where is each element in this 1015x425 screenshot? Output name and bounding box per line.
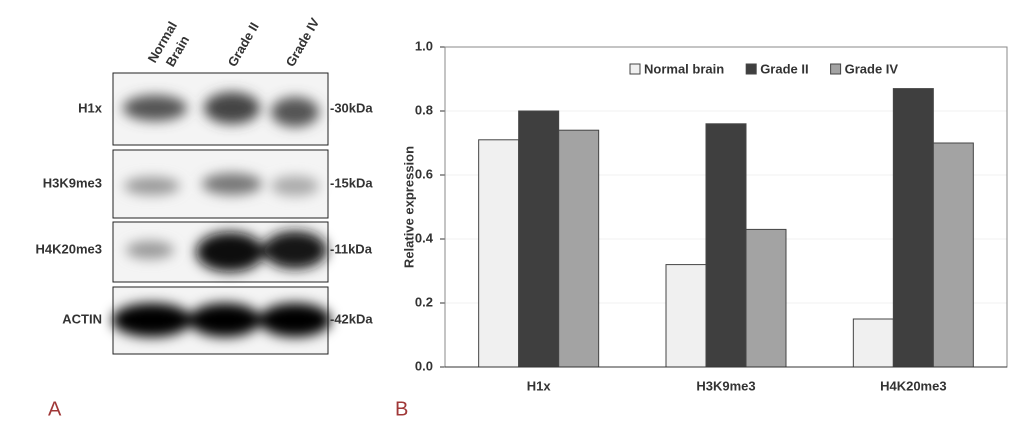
bar [706, 124, 746, 367]
size-label: -11kDa [330, 241, 373, 256]
figure: Normal Brain Grade II Grade IV H1x H3K9m… [0, 0, 1015, 425]
y-tick-label: 0.2 [415, 294, 433, 309]
lane-label: Grade IV [283, 15, 323, 69]
size-label: -42kDa [330, 311, 373, 326]
legend-swatch [746, 64, 756, 74]
size-label: -15kDa [330, 175, 373, 190]
row-label: ACTIN [62, 311, 102, 326]
blot-panel: Normal Brain Grade II Grade IV H1x H3K9m… [36, 15, 374, 354]
x-tick-label: H3K9me3 [696, 378, 755, 393]
legend-swatch [630, 64, 640, 74]
lane-label: Grade II [225, 20, 262, 69]
y-tick-label: 0.0 [415, 358, 433, 373]
y-tick-label: 1.0 [415, 38, 433, 53]
row-label: H4K20me3 [36, 241, 103, 256]
bar [479, 140, 519, 367]
size-label: -30kDa [330, 100, 373, 115]
panel-label: B [395, 398, 408, 420]
x-tick-label: H4K20me3 [880, 378, 947, 393]
legend-label: Normal brain [644, 61, 724, 76]
panel-label: A [48, 398, 62, 420]
y-tick-label: 0.6 [415, 166, 433, 181]
bar [666, 265, 706, 367]
bar [746, 229, 786, 367]
y-tick-label: 0.8 [415, 102, 433, 117]
legend-swatch [831, 64, 841, 74]
bar [933, 143, 973, 367]
y-tick-label: 0.4 [415, 230, 434, 245]
bar [559, 130, 599, 367]
legend-label: Grade II [760, 61, 808, 76]
bar [893, 89, 933, 367]
bar [519, 111, 559, 367]
bar [853, 319, 893, 367]
row-label: H1x [78, 100, 103, 115]
legend-label: Grade IV [845, 61, 899, 76]
row-label: H3K9me3 [43, 175, 102, 190]
y-axis-label: Relative expression [401, 146, 416, 268]
x-tick-label: H1x [527, 378, 552, 393]
